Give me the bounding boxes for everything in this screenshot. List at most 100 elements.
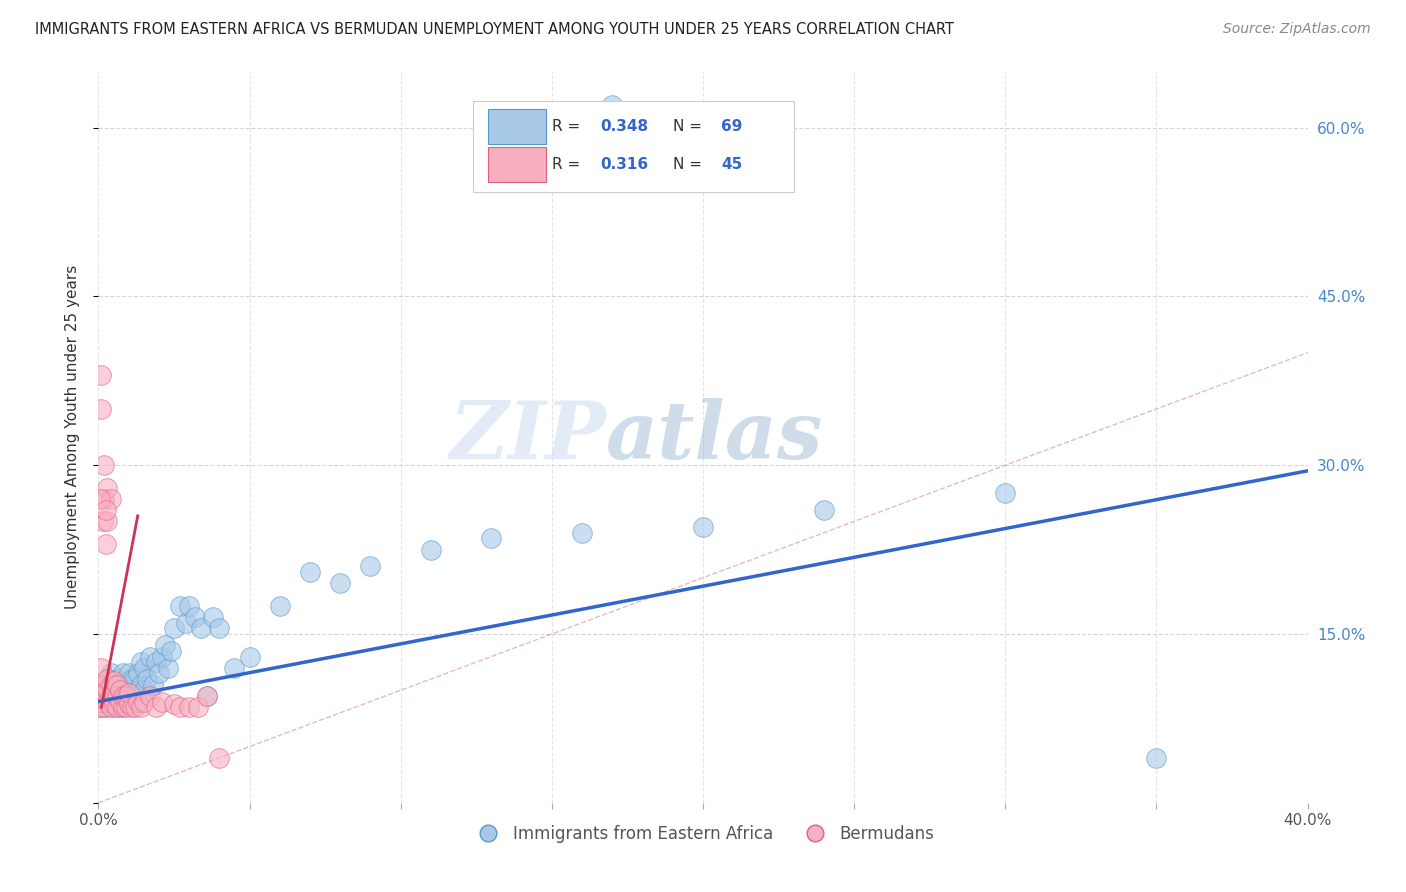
Point bbox=[93, 689, 115, 703]
Point bbox=[111, 683, 134, 698]
Point bbox=[208, 751, 231, 765]
Point bbox=[145, 655, 167, 669]
Point bbox=[135, 672, 157, 686]
Point bbox=[121, 672, 143, 686]
Point bbox=[108, 683, 131, 698]
Point bbox=[96, 515, 118, 529]
Point bbox=[94, 537, 117, 551]
Point bbox=[163, 621, 186, 635]
Point bbox=[239, 649, 262, 664]
Point bbox=[118, 685, 141, 699]
Point bbox=[195, 689, 218, 703]
Point bbox=[108, 689, 131, 703]
FancyBboxPatch shape bbox=[488, 146, 546, 182]
Point bbox=[156, 661, 179, 675]
Point bbox=[96, 689, 118, 703]
Point bbox=[692, 520, 714, 534]
Point bbox=[118, 678, 141, 692]
Text: R =: R = bbox=[551, 119, 585, 134]
Point bbox=[91, 515, 114, 529]
Point bbox=[103, 685, 125, 699]
Point bbox=[299, 565, 322, 579]
Text: N =: N = bbox=[672, 119, 707, 134]
Point bbox=[160, 644, 183, 658]
Point bbox=[169, 599, 191, 613]
Point bbox=[93, 683, 115, 698]
Point bbox=[105, 700, 128, 714]
Point bbox=[208, 621, 231, 635]
Point bbox=[105, 689, 128, 703]
Point bbox=[420, 542, 443, 557]
Point bbox=[108, 700, 131, 714]
Point bbox=[184, 610, 207, 624]
Point bbox=[179, 700, 201, 714]
FancyBboxPatch shape bbox=[474, 101, 793, 192]
Point bbox=[94, 503, 117, 517]
Point bbox=[118, 694, 141, 708]
Point bbox=[105, 678, 128, 692]
Point bbox=[129, 655, 152, 669]
Point bbox=[108, 678, 131, 692]
Point bbox=[163, 697, 186, 711]
Point bbox=[93, 700, 115, 714]
Point bbox=[89, 683, 111, 698]
Point bbox=[129, 678, 152, 692]
Point bbox=[90, 661, 112, 675]
Point bbox=[103, 700, 125, 714]
Point bbox=[118, 697, 141, 711]
Point bbox=[100, 491, 122, 506]
Point bbox=[124, 700, 146, 714]
Point bbox=[96, 700, 118, 714]
Point bbox=[187, 700, 209, 714]
Point bbox=[105, 672, 128, 686]
Point bbox=[190, 621, 212, 635]
Point bbox=[121, 700, 143, 714]
Point bbox=[129, 700, 152, 714]
Text: IMMIGRANTS FROM EASTERN AFRICA VS BERMUDAN UNEMPLOYMENT AMONG YOUTH UNDER 25 YEA: IMMIGRANTS FROM EASTERN AFRICA VS BERMUD… bbox=[35, 22, 955, 37]
Text: 0.348: 0.348 bbox=[600, 119, 648, 134]
Point bbox=[118, 666, 141, 681]
Point bbox=[150, 694, 173, 708]
Point bbox=[1144, 751, 1167, 765]
Point bbox=[90, 689, 112, 703]
Point bbox=[93, 678, 115, 692]
Point bbox=[132, 683, 155, 698]
Point bbox=[93, 458, 115, 473]
Point bbox=[481, 532, 503, 546]
Point bbox=[93, 491, 115, 506]
FancyBboxPatch shape bbox=[488, 109, 546, 144]
Legend: Immigrants from Eastern Africa, Bermudans: Immigrants from Eastern Africa, Bermudan… bbox=[464, 818, 942, 849]
Point bbox=[100, 689, 122, 703]
Point bbox=[127, 683, 149, 698]
Text: N =: N = bbox=[672, 157, 707, 172]
Point bbox=[132, 694, 155, 708]
Point bbox=[174, 615, 197, 630]
Point bbox=[127, 666, 149, 681]
Point bbox=[169, 700, 191, 714]
Point bbox=[100, 694, 122, 708]
Text: atlas: atlas bbox=[606, 399, 824, 475]
Point bbox=[100, 700, 122, 714]
Point bbox=[111, 694, 134, 708]
Point bbox=[145, 700, 167, 714]
Point bbox=[813, 503, 835, 517]
Point bbox=[90, 700, 112, 714]
Point bbox=[105, 694, 128, 708]
Point bbox=[202, 610, 225, 624]
Point bbox=[360, 559, 382, 574]
Point bbox=[89, 491, 111, 506]
Point bbox=[132, 661, 155, 675]
Point bbox=[224, 661, 246, 675]
Text: 45: 45 bbox=[721, 157, 742, 172]
Point bbox=[89, 694, 111, 708]
Point bbox=[100, 666, 122, 681]
Point bbox=[90, 678, 112, 692]
Point bbox=[105, 683, 128, 698]
Text: ZIP: ZIP bbox=[450, 399, 606, 475]
Point bbox=[153, 638, 176, 652]
Point bbox=[103, 678, 125, 692]
Point bbox=[89, 700, 111, 714]
Point bbox=[269, 599, 291, 613]
Point bbox=[96, 672, 118, 686]
Point bbox=[96, 694, 118, 708]
